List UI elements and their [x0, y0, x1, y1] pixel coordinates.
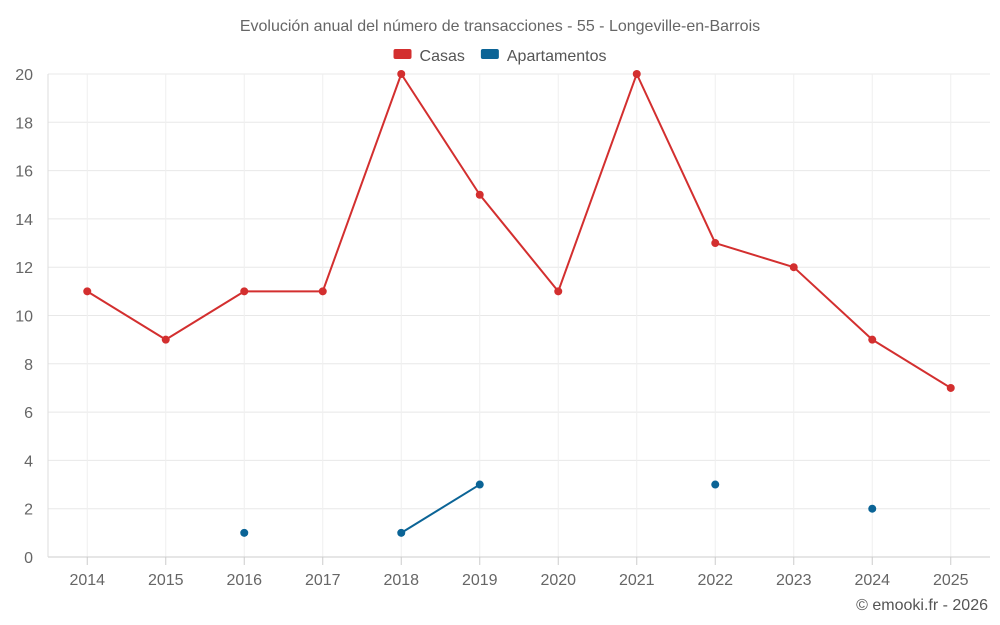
data-point: [161, 335, 170, 344]
y-tick-label: 18: [15, 115, 33, 132]
x-tick-label: 2018: [383, 572, 419, 589]
x-tick-label: 2021: [619, 572, 655, 589]
x-axis-ticks: 2014 2015 2016 2017 2018 2019 2020 2021 2022 2023…: [69, 572, 968, 589]
x-tick-label: 2016: [226, 572, 262, 589]
x-tick-label: 2017: [305, 572, 341, 589]
x-tick-label: 2014: [69, 572, 105, 589]
x-tick-label: 2022: [697, 572, 733, 589]
data-point: [240, 528, 249, 537]
series-line: [86, 73, 952, 389]
data-point: [868, 504, 877, 513]
data-point: [632, 70, 641, 78]
legend-swatch-casas: [393, 49, 412, 59]
y-tick-label: 12: [15, 260, 33, 277]
series-apartamentos: [240, 480, 877, 537]
x-tick-label: 2020: [540, 572, 576, 589]
data-point: [711, 480, 720, 489]
y-tick-label: 2: [24, 502, 33, 519]
y-tick-label: 0: [24, 550, 33, 567]
y-tick-label: 4: [24, 453, 33, 470]
data-point: [240, 287, 249, 296]
y-tick-label: 10: [15, 309, 33, 326]
x-tick-label: 2024: [854, 572, 890, 589]
data-point: [789, 263, 798, 272]
data-point: [711, 239, 720, 248]
chart-title: Evolución anual del número de transaccio…: [240, 18, 760, 35]
legend-label-casas: Casas: [420, 48, 465, 65]
y-tick-label: 20: [15, 67, 33, 84]
y-axis-ticks: 0 2 4 6 8 10 12 14 16 18 20: [15, 67, 33, 567]
credit-text: © emooki.fr - 2026: [856, 597, 988, 614]
data-point: [475, 190, 484, 199]
series-casas: [83, 70, 955, 392]
series-line: [400, 483, 481, 534]
data-point: [83, 287, 92, 296]
axes: [47, 74, 990, 565]
data-point: [318, 287, 327, 296]
legend-swatch-apartamentos: [480, 49, 499, 59]
y-tick-label: 14: [15, 212, 33, 229]
y-tick-label: 8: [24, 357, 33, 374]
legend: Casas Apartamentos: [393, 48, 607, 65]
x-tick-label: 2015: [148, 572, 184, 589]
data-point: [554, 287, 563, 296]
data-point: [868, 335, 877, 344]
data-point: [946, 383, 955, 392]
series-group: [83, 70, 955, 537]
data-point: [397, 528, 406, 537]
x-tick-label: 2023: [776, 572, 812, 589]
data-point: [475, 480, 484, 489]
x-tick-label: 2019: [462, 572, 498, 589]
data-point: [397, 70, 406, 78]
x-tick-label: 2025: [933, 572, 969, 589]
y-tick-label: 6: [24, 405, 33, 422]
y-tick-label: 16: [15, 164, 33, 181]
legend-label-apartamentos: Apartamentos: [507, 48, 607, 65]
grid: [48, 73, 990, 557]
